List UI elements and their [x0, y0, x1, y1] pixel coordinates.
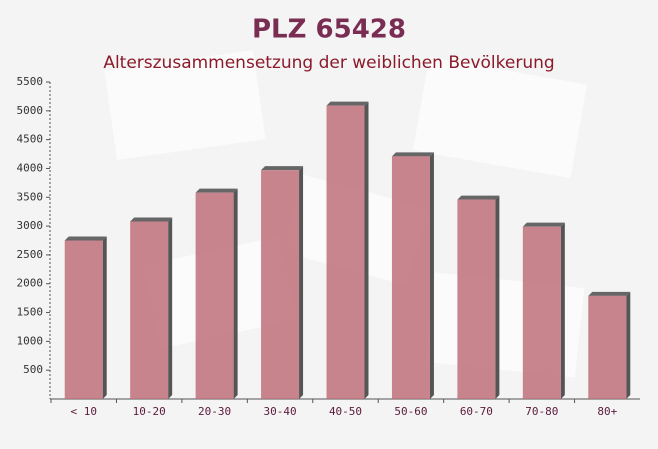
- bar-side: [429, 152, 434, 399]
- bar-top: [588, 291, 631, 296]
- bar: [261, 170, 300, 399]
- y-tick-label: 4000: [17, 161, 44, 174]
- x-tick-label: 60-70: [460, 405, 493, 418]
- bar-side: [626, 291, 631, 399]
- bar: [326, 105, 365, 399]
- bar-top: [391, 152, 434, 157]
- x-tick-label: 80+: [597, 405, 617, 418]
- bar-top: [261, 166, 304, 171]
- bar: [457, 199, 496, 399]
- bar-top: [195, 188, 238, 193]
- bar-top: [130, 217, 173, 222]
- bar: [522, 226, 561, 399]
- y-tick-label: 1500: [17, 306, 44, 319]
- bar-top: [326, 101, 369, 106]
- y-tick-label: 2000: [17, 277, 44, 290]
- bar-side: [102, 236, 107, 399]
- y-tick-label: 500: [23, 363, 43, 376]
- bar: [130, 221, 169, 399]
- chart-subtitle: Alterszusammensetzung der weiblichen Bev…: [103, 53, 554, 73]
- x-tick-label: 50-60: [394, 405, 427, 418]
- x-tick-label: < 10: [70, 405, 97, 418]
- x-tick-label: 40-50: [329, 405, 362, 418]
- bar-side: [299, 166, 304, 399]
- bar: [391, 156, 430, 399]
- y-tick-label: 4500: [17, 133, 44, 146]
- bar-top: [457, 195, 500, 200]
- y-tick-label: 3000: [17, 219, 44, 232]
- bar: [588, 295, 627, 399]
- y-tick-label: 2500: [17, 248, 44, 261]
- bar-top: [64, 236, 107, 241]
- bar-side: [560, 222, 565, 399]
- chart-title: PLZ 65428: [252, 15, 406, 45]
- bar-top: [522, 222, 565, 227]
- x-tick-label: 30-40: [263, 405, 296, 418]
- bar-side: [364, 101, 369, 399]
- x-tick-label: 70-80: [525, 405, 558, 418]
- y-tick-label: 3500: [17, 190, 44, 203]
- bar-side: [233, 188, 238, 399]
- y-tick-label: 1000: [17, 334, 44, 347]
- y-tick-label: 5000: [17, 104, 44, 117]
- bar: [64, 240, 103, 399]
- bar: [195, 192, 234, 399]
- bar-side: [495, 195, 500, 399]
- y-tick-label: 5500: [17, 75, 44, 88]
- bar-side: [168, 217, 173, 399]
- x-tick-label: 20-30: [198, 405, 231, 418]
- x-tick-label: 10-20: [133, 405, 166, 418]
